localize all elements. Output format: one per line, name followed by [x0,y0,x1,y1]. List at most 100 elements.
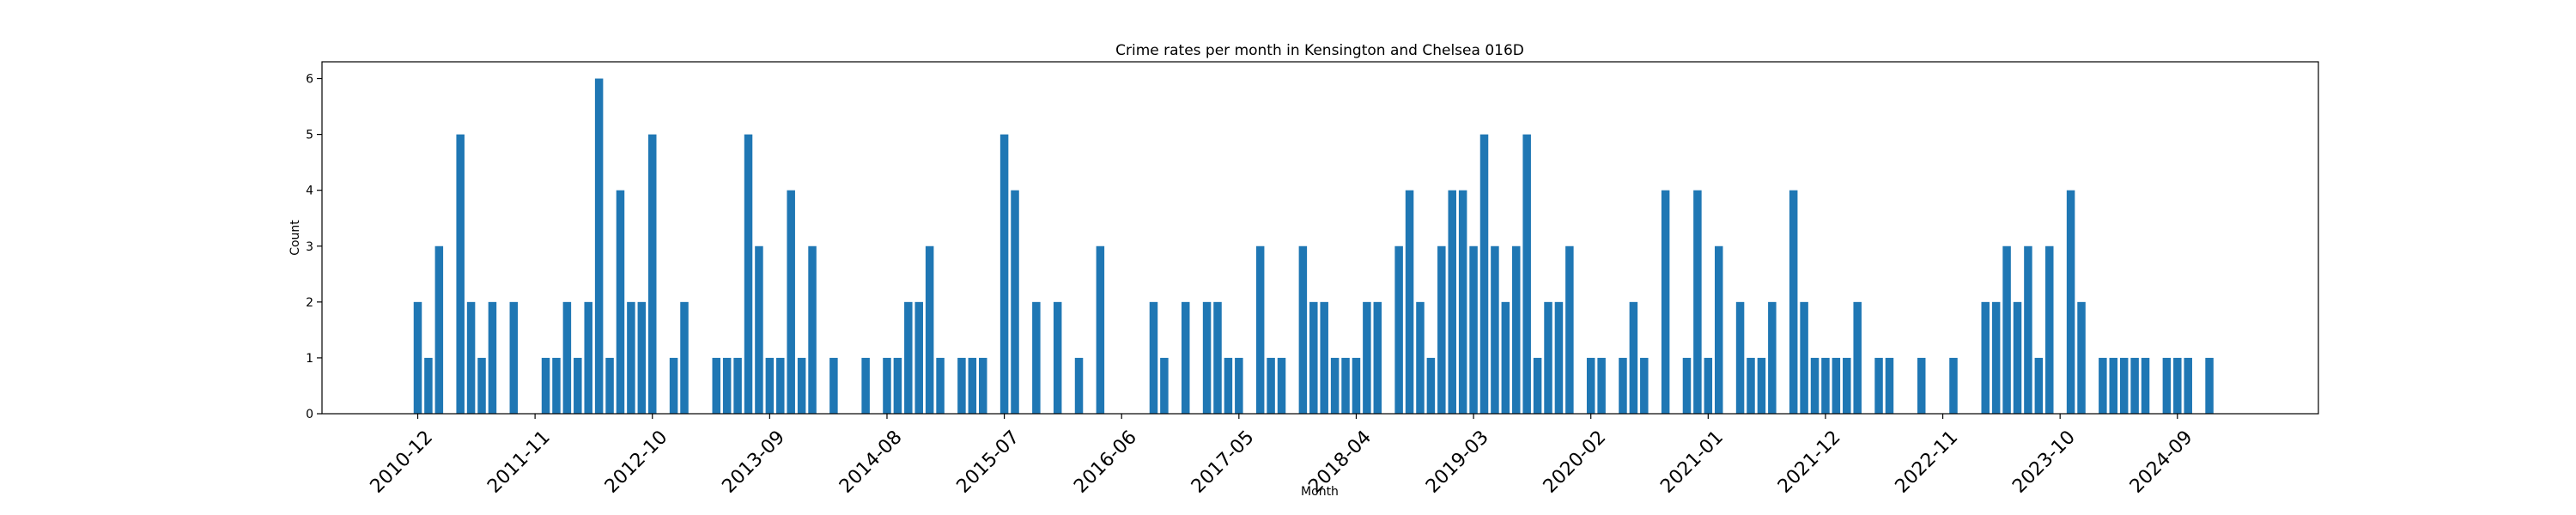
bar-2022-01 [1832,357,1841,414]
bar-2014-10 [904,301,913,414]
bar-2024-08 [2162,357,2172,414]
bar-2013-10 [776,357,785,414]
bar-2012-05 [594,78,604,415]
bar-2016-09 [1149,301,1158,414]
bar-2012-08 [627,301,635,414]
bar-2021-12 [1821,357,1830,414]
bar-2019-03 [1469,245,1478,414]
bar-2014-06 [861,357,870,414]
bar-2018-05 [1363,301,1371,414]
bar-2012-06 [605,357,614,414]
bar-2019-04 [1479,134,1489,414]
bar-2017-03 [1213,301,1222,414]
bar-2013-08 [755,245,763,414]
bar-2017-08 [1267,357,1275,414]
y-tick-label: 4 [306,185,313,198]
bar-2020-11 [1682,357,1692,414]
bar-2013-06 [733,357,742,414]
bar-2022-02 [1843,357,1851,414]
bar-2012-12 [669,357,678,414]
bar-2024-02 [2099,357,2107,414]
bar-2023-06 [2013,301,2022,414]
bar-2015-03 [957,357,966,414]
bar-2017-09 [1277,357,1286,414]
bar-2020-12 [1693,190,1702,414]
bar-2021-02 [1714,245,1723,414]
bar-2012-01 [552,357,561,414]
bar-2021-07 [1768,301,1777,414]
bar-2017-12 [1309,301,1318,414]
bar-2014-01 [808,245,817,414]
bar-2018-02 [1330,357,1340,414]
bar-2012-10 [647,134,657,414]
bar-2020-03 [1597,357,1606,414]
bar-2014-11 [914,301,923,414]
bar-2011-09 [509,301,519,414]
bar-2019-10 [1544,301,1552,414]
bar-2017-04 [1224,357,1233,414]
bar-2019-07 [1512,245,1521,414]
bar-2012-02 [562,301,572,414]
bar-2016-04 [1096,245,1105,414]
bar-2016-10 [1160,357,1169,414]
bar-2015-10 [1032,301,1041,414]
bar-2019-09 [1533,357,1542,414]
y-axis: 0 1 2 3 4 5 6 [306,73,322,421]
bar-2022-09 [1917,357,1926,414]
bar-2015-05 [979,357,987,414]
bar-2017-11 [1298,245,1308,414]
bar-2018-10 [1416,301,1425,414]
bar-2020-02 [1586,357,1595,414]
bar-2019-01 [1448,190,1456,414]
bar-2019-08 [1522,134,1531,414]
bar-2020-09 [1661,190,1670,414]
bar-2017-02 [1202,301,1212,414]
bar-2024-09 [2173,357,2182,414]
bar-2021-06 [1757,357,1766,414]
bar-2018-01 [1320,301,1328,414]
bar-2023-04 [1991,301,2001,414]
bar-2024-03 [2109,357,2118,414]
bar-2023-03 [1981,301,1990,414]
chart-title: Crime rates per month in Kensington and … [1115,42,1524,59]
bar-2018-04 [1352,357,1361,414]
bar-2012-03 [574,357,582,414]
bar-2011-06 [477,357,486,414]
bar-2024-10 [2184,357,2192,414]
bar-2016-12 [1181,301,1190,414]
bar-2018-03 [1341,357,1350,414]
bar-2011-04 [456,134,465,414]
y-tick-label: 0 [306,408,313,421]
bar-2013-05 [722,357,732,414]
bar-2022-03 [1853,301,1862,414]
bar-2019-11 [1554,301,1564,414]
bar-2023-08 [2034,357,2044,414]
bar-2020-05 [1619,357,1627,414]
bar-2014-09 [893,357,902,414]
bar-2021-01 [1704,357,1713,414]
bar-2011-12 [541,357,550,414]
bar-2022-06 [1885,357,1894,414]
bar-2013-11 [787,190,795,414]
bar-2019-12 [1565,245,1574,414]
bar-2024-06 [2141,357,2150,414]
bar-2015-01 [936,357,945,414]
bar-2012-04 [584,301,592,414]
bar-2015-08 [1011,190,1019,414]
y-tick-label: 6 [306,73,313,87]
bar-2012-07 [616,190,625,414]
y-tick-label: 1 [306,352,313,366]
bar-2022-12 [1949,357,1958,414]
bar-2015-04 [968,357,977,414]
bar-2021-05 [1747,357,1755,414]
bar-2012-09 [637,301,647,414]
bar-2017-07 [1255,245,1265,414]
bar-2017-05 [1235,357,1243,414]
bar-2018-06 [1373,301,1382,414]
bar-2018-12 [1437,245,1446,414]
bar-2014-03 [829,357,838,414]
y-tick-label: 5 [306,129,313,142]
bar-2019-05 [1491,245,1499,414]
bar-2011-07 [488,301,497,414]
